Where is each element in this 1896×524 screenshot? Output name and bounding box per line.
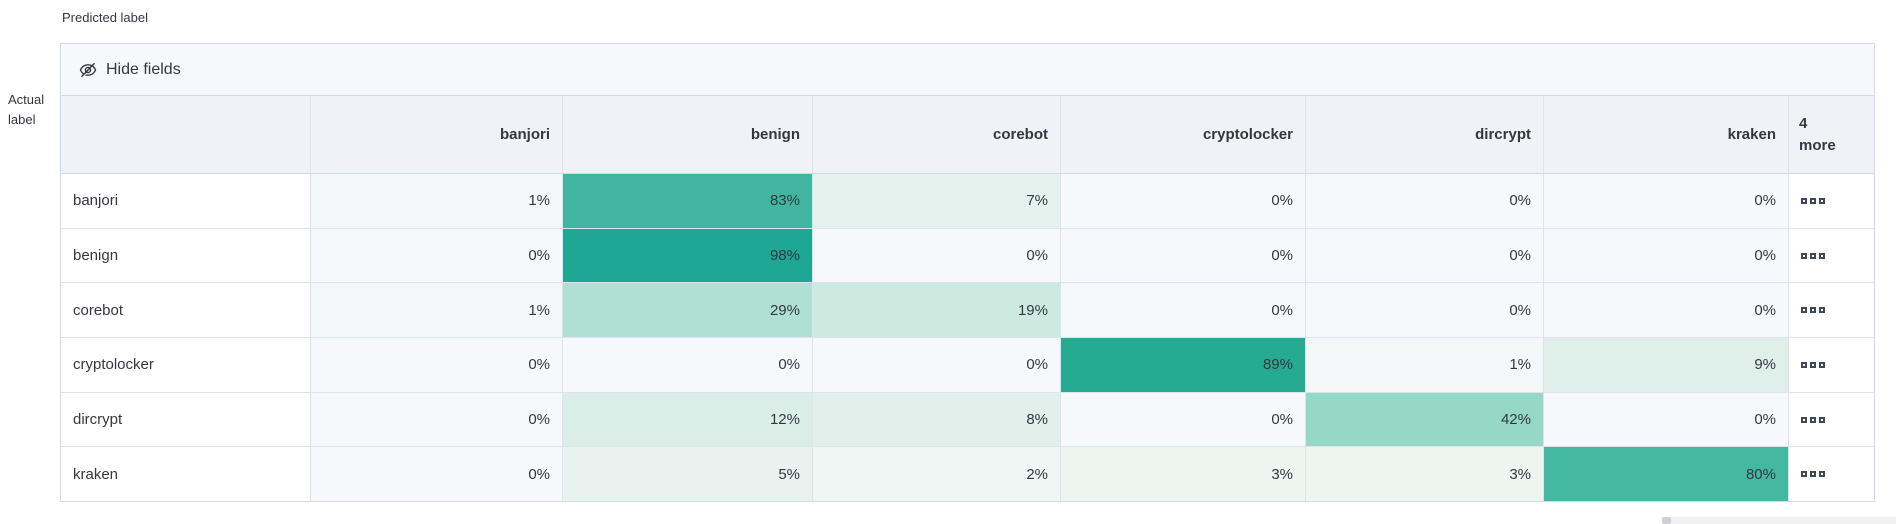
- value-cell-dircrypt-cryptolocker[interactable]: 0%: [1061, 392, 1306, 447]
- actual-axis-label-line2: label: [8, 112, 36, 127]
- value-cell-cryptolocker-dircrypt[interactable]: 1%: [1306, 338, 1544, 392]
- row-label-cryptolocker[interactable]: cryptolocker: [61, 338, 311, 392]
- header-row: banjori benign corebot cryptolocker dircrypt…: [61, 96, 1874, 174]
- predicted-axis-label: Predicted label: [62, 10, 148, 25]
- value-cell-dircrypt-dircrypt[interactable]: 42%: [1306, 392, 1544, 447]
- row-label-dircrypt[interactable]: dircrypt: [61, 392, 311, 447]
- column-header-cryptolocker[interactable]: cryptolocker: [1061, 96, 1306, 173]
- table-row-benign: benign 0% 98% 0% 0% 0% 0%: [61, 228, 1874, 284]
- table-row-corebot: corebot 1% 29% 19% 0% 0% 0%: [61, 283, 1874, 339]
- table-row-cryptolocker: cryptolocker 0% 0% 0% 89% 1% 9%: [61, 338, 1874, 393]
- more-values-button-cryptolocker[interactable]: [1789, 338, 1874, 392]
- column-header-benign[interactable]: benign: [563, 96, 813, 173]
- value-cell-dircrypt-banjori[interactable]: 0%: [311, 392, 563, 447]
- value-cell-banjori-benign[interactable]: 83%: [563, 174, 813, 228]
- value-cell-kraken-benign[interactable]: 5%: [563, 447, 813, 502]
- horizontal-scrollbar-thumb[interactable]: [1662, 517, 1671, 524]
- confusion-matrix-panel: Hide fields banjori benign corebot cryptolo…: [60, 43, 1875, 502]
- more-values-button-kraken[interactable]: [1789, 447, 1874, 502]
- value-cell-banjori-cryptolocker[interactable]: 0%: [1061, 174, 1306, 228]
- value-cell-corebot-cryptolocker[interactable]: 0%: [1061, 283, 1306, 338]
- value-cell-cryptolocker-banjori[interactable]: 0%: [311, 338, 563, 392]
- value-cell-benign-benign[interactable]: 98%: [563, 228, 813, 283]
- value-cell-dircrypt-kraken[interactable]: 0%: [1544, 392, 1789, 447]
- boxes-horizontal-icon: [1801, 471, 1825, 478]
- more-values-button-corebot[interactable]: [1789, 283, 1874, 338]
- boxes-horizontal-icon: [1801, 361, 1825, 368]
- more-columns-header[interactable]: 4 more: [1789, 96, 1874, 173]
- value-cell-banjori-corebot[interactable]: 7%: [813, 174, 1061, 228]
- boxes-horizontal-icon: [1801, 416, 1825, 423]
- value-cell-kraken-banjori[interactable]: 0%: [311, 447, 563, 502]
- value-cell-dircrypt-corebot[interactable]: 8%: [813, 392, 1061, 447]
- row-label-kraken[interactable]: kraken: [61, 447, 311, 502]
- horizontal-scrollbar[interactable]: [1662, 517, 1896, 524]
- column-header-dircrypt[interactable]: dircrypt: [1306, 96, 1544, 173]
- value-cell-kraken-dircrypt[interactable]: 3%: [1306, 447, 1544, 502]
- value-cell-kraken-cryptolocker[interactable]: 3%: [1061, 447, 1306, 502]
- value-cell-cryptolocker-benign[interactable]: 0%: [563, 338, 813, 392]
- eye-closed-icon: [79, 61, 97, 79]
- value-cell-dircrypt-benign[interactable]: 12%: [563, 392, 813, 447]
- value-cell-banjori-banjori[interactable]: 1%: [311, 174, 563, 228]
- value-cell-benign-kraken[interactable]: 0%: [1544, 228, 1789, 283]
- value-cell-corebot-banjori[interactable]: 1%: [311, 283, 563, 338]
- value-cell-corebot-dircrypt[interactable]: 0%: [1306, 283, 1544, 338]
- hide-fields-button[interactable]: Hide fields: [79, 61, 181, 79]
- column-header-banjori[interactable]: banjori: [311, 96, 563, 173]
- value-cell-corebot-corebot[interactable]: 19%: [813, 283, 1061, 338]
- value-cell-benign-banjori[interactable]: 0%: [311, 228, 563, 283]
- row-label-corebot[interactable]: corebot: [61, 283, 311, 338]
- row-label-banjori[interactable]: banjori: [61, 174, 311, 228]
- value-cell-benign-dircrypt[interactable]: 0%: [1306, 228, 1544, 283]
- row-label-benign[interactable]: benign: [61, 228, 311, 283]
- value-cell-banjori-dircrypt[interactable]: 0%: [1306, 174, 1544, 228]
- table-row-dircrypt: dircrypt 0% 12% 8% 0% 42% 0%: [61, 392, 1874, 448]
- column-header-kraken[interactable]: kraken: [1544, 96, 1789, 173]
- value-cell-kraken-kraken[interactable]: 80%: [1544, 447, 1789, 502]
- actual-axis-label-line1: Actual: [8, 92, 45, 107]
- more-columns-count: 4: [1799, 114, 1808, 132]
- more-values-button-banjori[interactable]: [1789, 174, 1874, 228]
- hide-fields-label: Hide fields: [106, 60, 181, 78]
- actual-axis-label: Actual label: [8, 90, 54, 130]
- value-cell-kraken-corebot[interactable]: 2%: [813, 447, 1061, 502]
- column-header-corebot[interactable]: corebot: [813, 96, 1061, 173]
- value-cell-corebot-kraken[interactable]: 0%: [1544, 283, 1789, 338]
- table-row-banjori: banjori 1% 83% 7% 0% 0% 0%: [61, 174, 1874, 229]
- boxes-horizontal-icon: [1801, 252, 1825, 259]
- value-cell-corebot-benign[interactable]: 29%: [563, 283, 813, 338]
- value-cell-cryptolocker-corebot[interactable]: 0%: [813, 338, 1061, 392]
- more-columns-word: more: [1799, 136, 1836, 154]
- boxes-horizontal-icon: [1801, 197, 1825, 204]
- value-cell-cryptolocker-cryptolocker[interactable]: 89%: [1061, 338, 1306, 392]
- value-cell-banjori-kraken[interactable]: 0%: [1544, 174, 1789, 228]
- row-label-column-header: [61, 96, 311, 173]
- value-cell-benign-corebot[interactable]: 0%: [813, 228, 1061, 283]
- table-row-kraken: kraken 0% 5% 2% 3% 3% 80%: [61, 447, 1874, 502]
- confusion-matrix-grid: banjori benign corebot cryptolocker dircrypt…: [61, 96, 1874, 502]
- value-cell-benign-cryptolocker[interactable]: 0%: [1061, 228, 1306, 283]
- value-cell-cryptolocker-kraken[interactable]: 9%: [1544, 338, 1789, 392]
- more-values-button-dircrypt[interactable]: [1789, 392, 1874, 447]
- boxes-horizontal-icon: [1801, 307, 1825, 314]
- more-values-button-benign[interactable]: [1789, 228, 1874, 283]
- grid-toolbar: Hide fields: [61, 44, 1874, 96]
